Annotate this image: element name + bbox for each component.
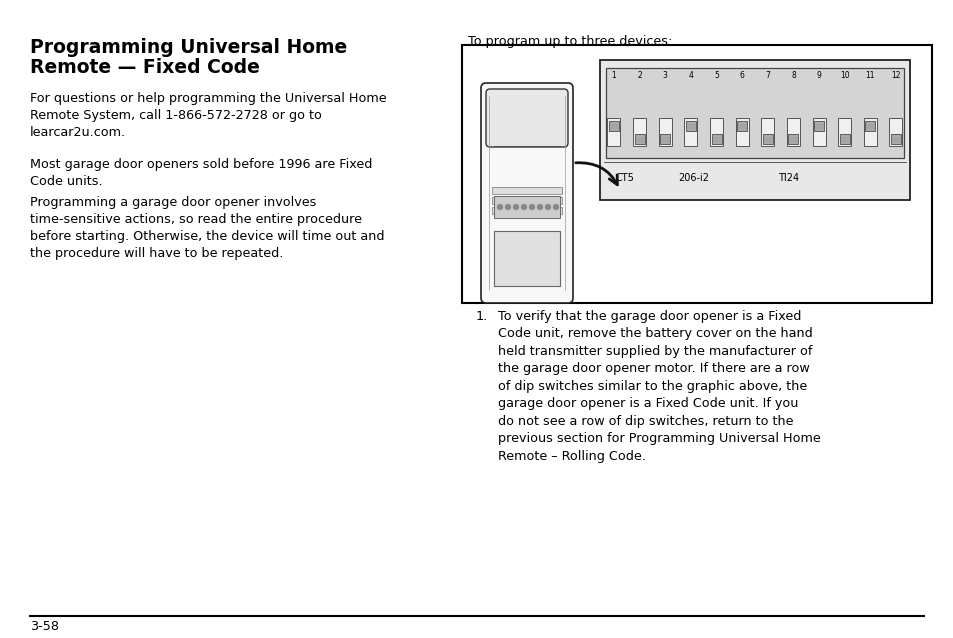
FancyBboxPatch shape xyxy=(605,68,903,158)
Bar xyxy=(863,118,876,146)
Text: 206-i2: 206-i2 xyxy=(678,173,708,183)
Text: 1: 1 xyxy=(611,71,616,80)
Bar xyxy=(634,134,644,144)
Text: Most garage door openers sold before 1996 are Fixed
Code units.: Most garage door openers sold before 199… xyxy=(30,158,372,188)
Text: 6: 6 xyxy=(739,71,744,80)
Bar xyxy=(786,118,800,146)
Text: 3-58: 3-58 xyxy=(30,620,59,633)
Bar xyxy=(633,118,645,146)
Bar xyxy=(838,118,850,146)
Bar xyxy=(813,121,823,131)
Bar xyxy=(494,196,559,218)
Bar xyxy=(864,121,875,131)
FancyBboxPatch shape xyxy=(599,60,909,200)
Bar xyxy=(812,118,824,146)
Text: 8: 8 xyxy=(790,71,795,80)
Text: 4: 4 xyxy=(688,71,693,80)
Bar xyxy=(683,118,697,146)
FancyBboxPatch shape xyxy=(485,89,567,147)
Bar xyxy=(760,118,774,146)
Circle shape xyxy=(513,205,518,209)
Bar xyxy=(890,134,900,144)
Text: 5: 5 xyxy=(714,71,719,80)
Bar xyxy=(711,134,720,144)
Bar xyxy=(685,121,695,131)
Text: To verify that the garage door opener is a Fixed
Code unit, remove the battery c: To verify that the garage door opener is… xyxy=(497,310,820,463)
Bar xyxy=(787,134,798,144)
Text: To program up to three devices:: To program up to three devices: xyxy=(468,35,672,48)
Bar xyxy=(608,121,618,131)
Bar xyxy=(709,118,722,146)
Circle shape xyxy=(497,205,502,209)
Circle shape xyxy=(553,205,558,209)
Bar xyxy=(888,118,902,146)
Text: 3: 3 xyxy=(662,71,667,80)
Circle shape xyxy=(545,205,550,209)
Bar xyxy=(492,197,561,204)
Text: 1.: 1. xyxy=(476,310,488,323)
Text: 7: 7 xyxy=(764,71,769,80)
Bar xyxy=(607,118,619,146)
Text: 12: 12 xyxy=(890,71,900,80)
Bar xyxy=(494,231,559,286)
Bar xyxy=(735,118,748,146)
Bar xyxy=(839,134,849,144)
Text: Programming a garage door opener involves
time-sensitive actions, so read the en: Programming a garage door opener involve… xyxy=(30,196,384,260)
Text: For questions or help programming the Universal Home
Remote System, call 1-866-5: For questions or help programming the Un… xyxy=(30,92,386,139)
Text: 2: 2 xyxy=(637,71,641,80)
Text: CT5: CT5 xyxy=(616,173,634,183)
FancyArrowPatch shape xyxy=(576,163,617,185)
Text: 10: 10 xyxy=(839,71,849,80)
Text: 11: 11 xyxy=(864,71,874,80)
Bar xyxy=(492,187,561,194)
Text: TI24: TI24 xyxy=(778,173,799,183)
Bar xyxy=(737,121,746,131)
Circle shape xyxy=(521,205,526,209)
Circle shape xyxy=(537,205,542,209)
Bar xyxy=(762,134,772,144)
Bar xyxy=(659,134,670,144)
Circle shape xyxy=(505,205,510,209)
Text: Remote — Fixed Code: Remote — Fixed Code xyxy=(30,58,259,77)
Bar xyxy=(492,207,561,214)
Bar xyxy=(659,118,671,146)
Circle shape xyxy=(529,205,534,209)
Text: Programming Universal Home: Programming Universal Home xyxy=(30,38,347,57)
FancyBboxPatch shape xyxy=(480,83,573,303)
Text: 9: 9 xyxy=(816,71,821,80)
Bar xyxy=(461,45,931,303)
